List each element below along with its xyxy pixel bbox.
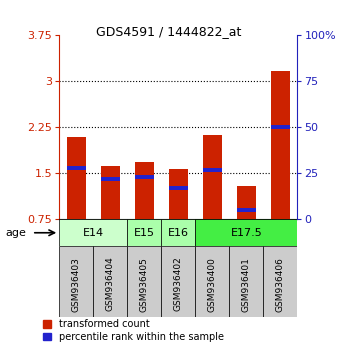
Bar: [127, 219, 161, 246]
Bar: [135, 162, 153, 219]
Bar: [161, 219, 195, 246]
Bar: [67, 166, 86, 170]
Bar: [271, 71, 290, 219]
Legend: transformed count, percentile rank within the sample: transformed count, percentile rank withi…: [39, 315, 228, 346]
Text: age: age: [5, 228, 26, 238]
Bar: [203, 135, 222, 219]
Text: GSM936403: GSM936403: [72, 257, 81, 312]
Bar: [59, 219, 127, 246]
Text: GSM936406: GSM936406: [276, 257, 285, 312]
Bar: [237, 186, 256, 219]
Bar: [67, 137, 86, 219]
Text: E17.5: E17.5: [231, 228, 262, 238]
Bar: [263, 246, 297, 317]
Bar: [169, 169, 188, 219]
Bar: [101, 166, 120, 219]
Bar: [59, 246, 93, 317]
Text: E14: E14: [82, 228, 104, 238]
Text: GSM936400: GSM936400: [208, 257, 217, 312]
Bar: [93, 246, 127, 317]
Bar: [135, 175, 153, 179]
Text: E16: E16: [168, 228, 189, 238]
Bar: [195, 246, 230, 317]
Text: GDS4591 / 1444822_at: GDS4591 / 1444822_at: [96, 25, 242, 38]
Text: GSM936402: GSM936402: [174, 257, 183, 312]
Bar: [203, 168, 222, 172]
Text: GSM936404: GSM936404: [106, 257, 115, 312]
Text: E15: E15: [134, 228, 155, 238]
Bar: [169, 186, 188, 190]
Bar: [101, 177, 120, 181]
Bar: [271, 125, 290, 130]
Text: GSM936401: GSM936401: [242, 257, 251, 312]
Bar: [230, 246, 263, 317]
Bar: [237, 208, 256, 212]
Text: GSM936405: GSM936405: [140, 257, 149, 312]
Bar: [195, 219, 297, 246]
Bar: [127, 246, 161, 317]
Bar: [161, 246, 195, 317]
